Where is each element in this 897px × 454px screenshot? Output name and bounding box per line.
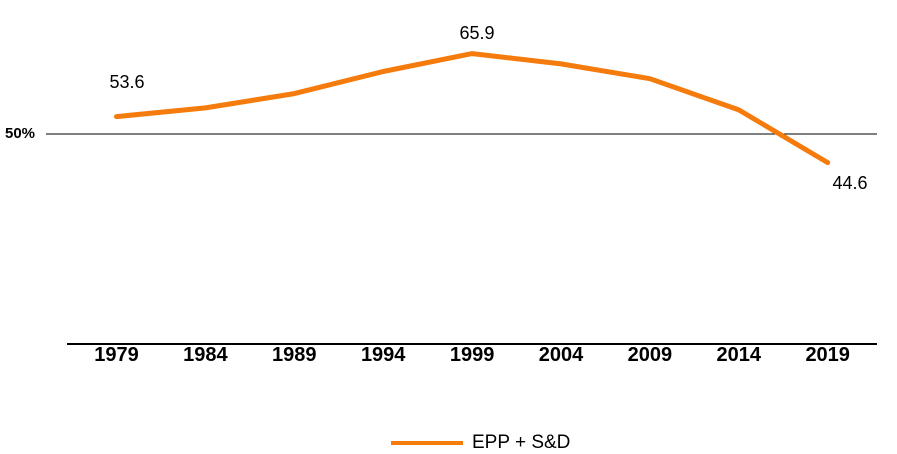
data-label-1979: 53.6	[109, 72, 145, 92]
legend-line-swatch	[391, 440, 463, 445]
x-axis-label-2019: 2019	[805, 344, 850, 366]
x-axis-label-1999: 1999	[449, 344, 495, 366]
legend: EPP + S&D	[391, 433, 570, 452]
data-label-1999: 65.9	[459, 23, 495, 43]
x-axis-label-1979: 1979	[94, 344, 139, 366]
x-axis-label-2004: 2004	[538, 344, 584, 366]
series-line-epp-sd	[114, 51, 831, 166]
data-label-2019: 44.6	[832, 173, 868, 193]
x-axis-label-2009: 2009	[627, 344, 673, 366]
x-axis-label-1984: 1984	[183, 344, 228, 366]
y-axis-reference-label: 50%	[5, 125, 36, 142]
x-axis-label-1989: 1989	[272, 344, 317, 366]
legend-label: EPP + S&D	[472, 432, 571, 453]
x-axis-label-1994: 1994	[360, 344, 406, 366]
x-axis-label-2014: 2014	[716, 344, 762, 366]
